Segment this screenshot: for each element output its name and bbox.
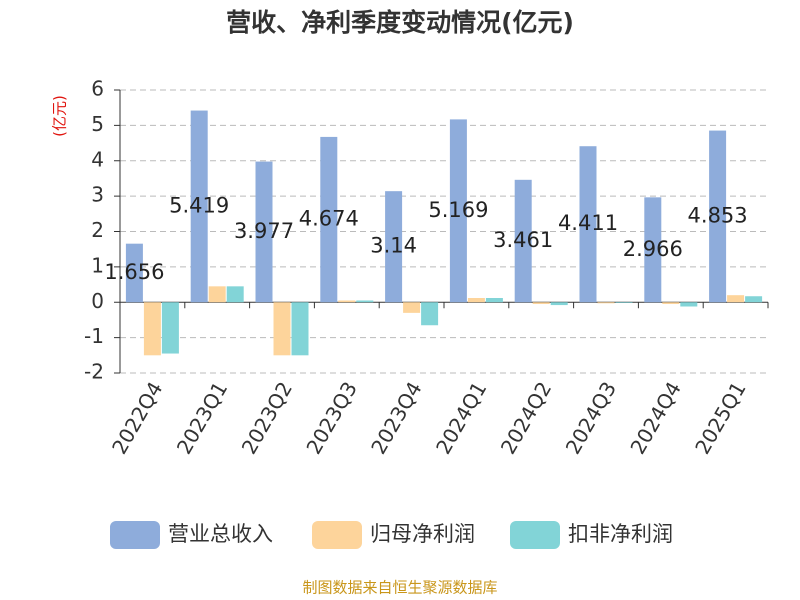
- bar: [421, 302, 439, 326]
- value-label: 3.14: [370, 234, 417, 258]
- bar: [485, 298, 503, 303]
- bar: [514, 179, 532, 303]
- bar: [273, 302, 291, 356]
- bar: [356, 300, 374, 303]
- value-label: 4.411: [558, 211, 618, 235]
- x-tick-label: 2023Q3: [301, 378, 361, 459]
- bar: [338, 300, 356, 303]
- source-note: 制图数据来自恒生聚源数据库: [302, 579, 497, 597]
- x-tick-label: 2023Q4: [366, 378, 426, 459]
- bar: [143, 302, 161, 356]
- x-tick-label: 2024Q1: [431, 378, 491, 459]
- y-tick-label: 0: [91, 289, 104, 313]
- legend-label[interactable]: 营业总收入: [168, 522, 273, 546]
- bar: [680, 302, 698, 307]
- bar: [662, 302, 680, 305]
- legend-swatch[interactable]: [312, 521, 362, 549]
- x-tick-label: 2024Q3: [561, 378, 621, 459]
- y-tick-label: 5: [91, 112, 104, 136]
- bar: [597, 302, 615, 304]
- bar: [449, 119, 467, 303]
- value-label: 5.419: [169, 193, 229, 217]
- x-tick-label: 2024Q4: [625, 378, 685, 459]
- y-tick-label: 3: [91, 183, 104, 207]
- value-label: 1.656: [104, 260, 164, 284]
- value-label: 3.977: [234, 219, 294, 243]
- bar: [125, 243, 143, 303]
- legend-swatch[interactable]: [110, 521, 160, 549]
- value-label: 3.461: [493, 228, 553, 252]
- bar: [190, 110, 208, 303]
- value-label: 4.853: [688, 203, 748, 227]
- y-tick-label: 2: [91, 218, 104, 242]
- legend-label[interactable]: 扣非净利润: [568, 522, 673, 546]
- x-tick-label: 2022Q4: [107, 378, 167, 459]
- x-tick-label: 2023Q2: [237, 378, 297, 459]
- bar: [403, 302, 421, 313]
- x-tick-label: 2023Q1: [172, 378, 232, 459]
- x-tick-label: 2025Q1: [690, 378, 750, 459]
- bar: [467, 298, 485, 303]
- y-tick-label: -2: [84, 360, 104, 384]
- y-tick-label: 4: [91, 147, 104, 171]
- value-label: 5.169: [428, 198, 488, 222]
- bar: [615, 302, 633, 303]
- y-axis-label: (亿元): [51, 95, 69, 137]
- value-label: 4.674: [299, 207, 359, 231]
- y-tick-label: 1: [91, 253, 104, 277]
- bar: [208, 286, 226, 303]
- legend-swatch[interactable]: [510, 521, 560, 549]
- y-tick-label: -1: [84, 324, 104, 348]
- legend-label[interactable]: 归母净利润: [370, 522, 475, 546]
- bar: [320, 136, 338, 303]
- y-tick-label: 6: [91, 77, 104, 101]
- bar: [385, 191, 403, 303]
- bar: [550, 302, 568, 306]
- value-label: 2.966: [623, 237, 683, 261]
- bar: [161, 302, 179, 354]
- bar: [745, 296, 763, 303]
- bar: [226, 286, 244, 303]
- bar: [709, 130, 727, 303]
- bar: [644, 197, 662, 303]
- chart-title: 营收、净利季度变动情况(亿元): [226, 8, 574, 37]
- bar: [579, 146, 597, 303]
- bar: [727, 295, 745, 303]
- bar: [255, 161, 273, 303]
- bar: [532, 302, 550, 305]
- x-tick-label: 2024Q2: [496, 378, 556, 459]
- bar: [291, 302, 309, 356]
